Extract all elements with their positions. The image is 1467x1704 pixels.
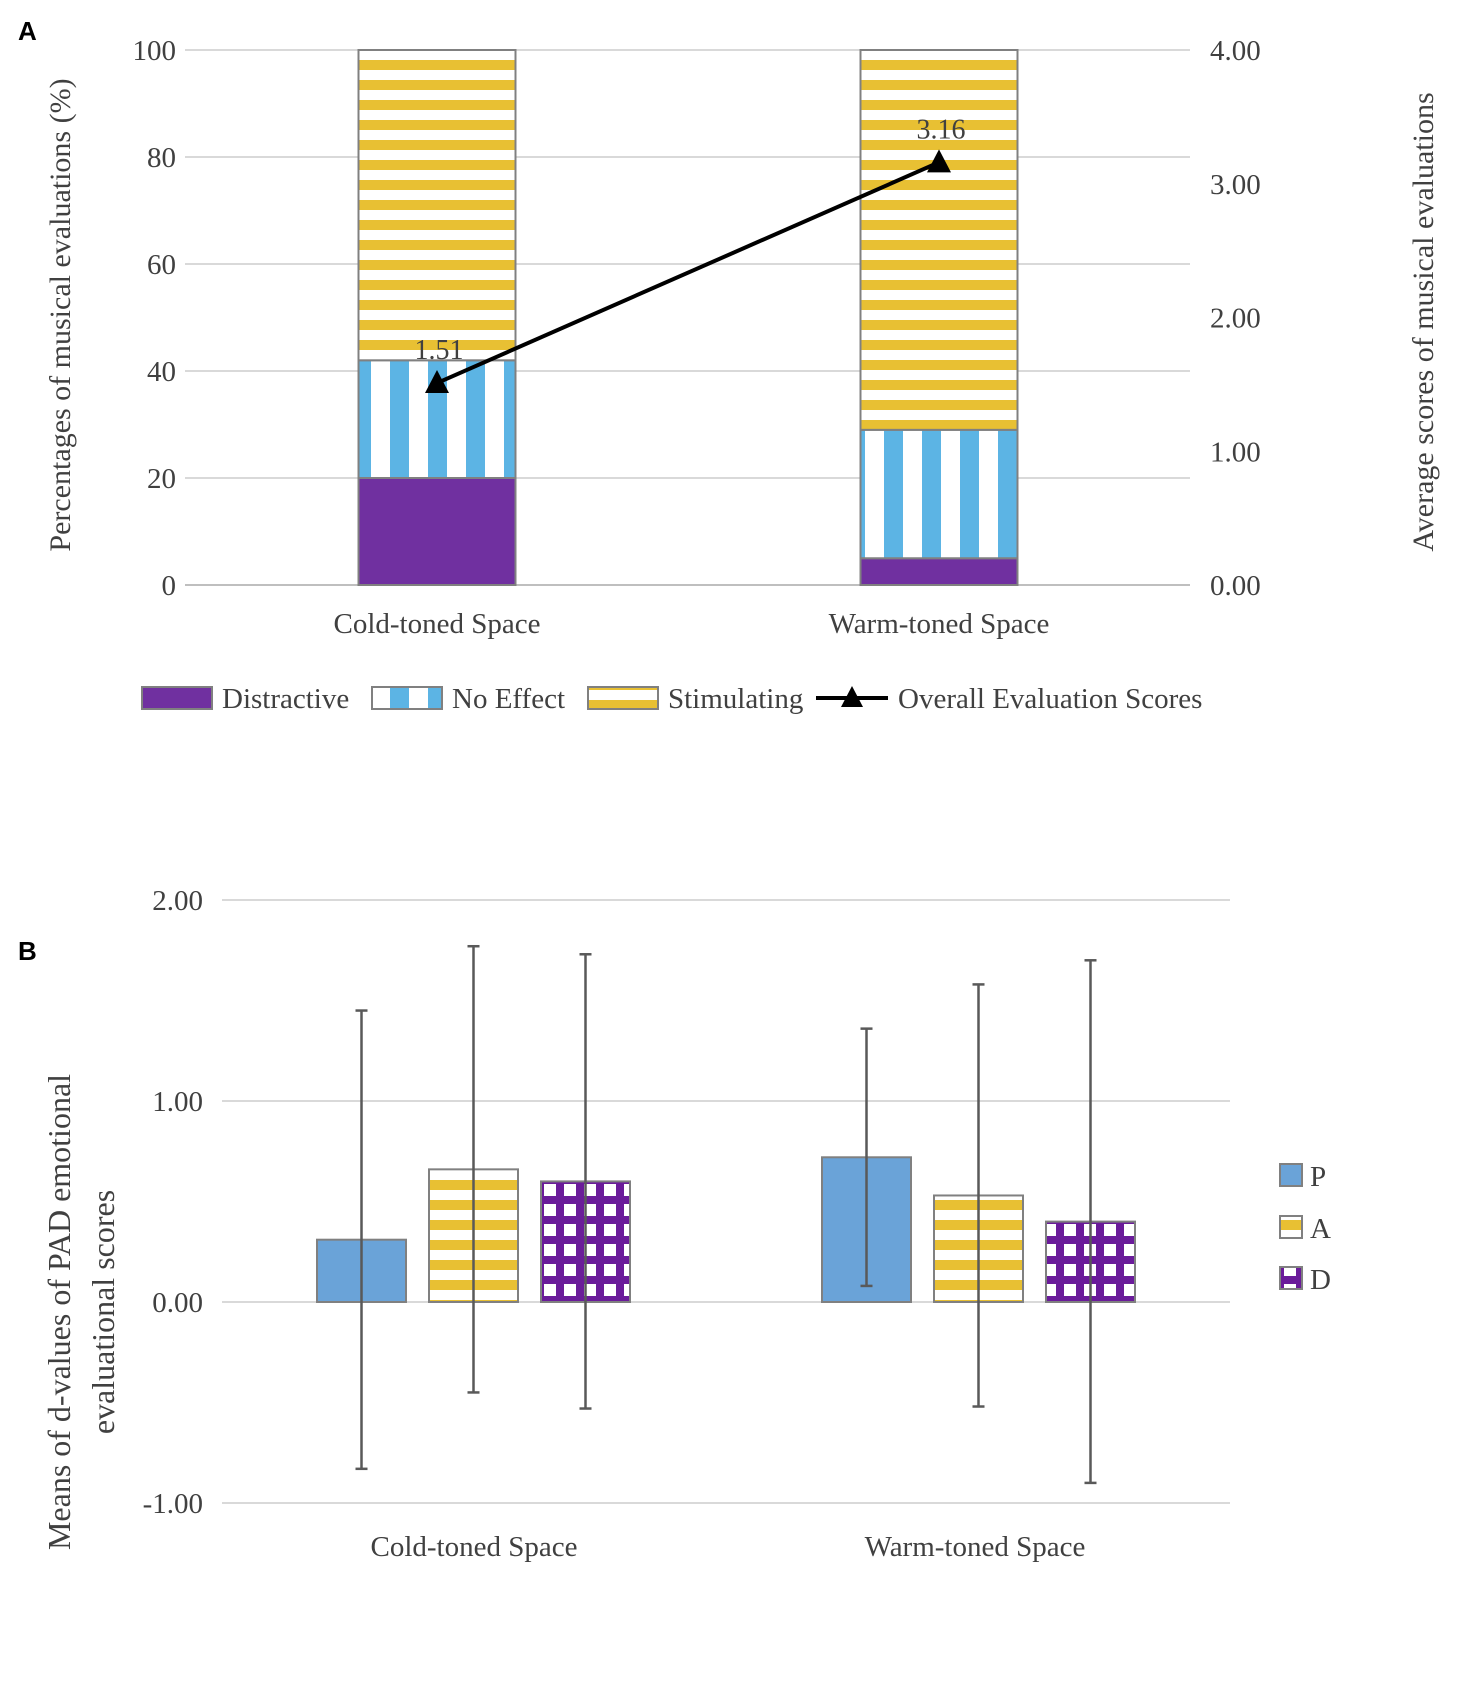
panel-b-x-ticks: Cold-toned Space Warm-toned Space: [371, 1531, 1086, 1563]
legend-label: A: [1310, 1213, 1331, 1245]
panel-b-y-ticks: -1.00 0.00 1.00 2.00: [143, 885, 203, 1520]
panel-b-grid: [222, 899, 1230, 1504]
y2-tick-label: 2.00: [1210, 303, 1261, 335]
legend-swatch-triangle: [841, 686, 863, 707]
panel-b-legend: PAD: [1279, 1161, 1331, 1296]
y2-tick-label: 1.00: [1210, 436, 1261, 468]
legend-swatch-distractive: [141, 686, 213, 710]
score-data-label: 3.16: [917, 114, 966, 145]
panel-b: B -1.00 0.00 1.00 2.00 Cold-toned Space Warm…: [18, 885, 1331, 1563]
bar-stimulating: [859, 49, 1019, 431]
score-line: [436, 160, 940, 385]
panel-b-y-axis-label-line-2: evaluational scores: [85, 1190, 121, 1434]
panel-a-letter: A: [18, 16, 37, 46]
x-category-label: Warm-toned Space: [829, 608, 1050, 640]
x-category-label: Cold-toned Space: [334, 608, 541, 640]
legend-label: Distractive: [222, 683, 349, 715]
bar-distractive: [357, 477, 517, 586]
y-tick-label: 80: [147, 142, 176, 174]
panel-a-right-ticks: 0.00 1.00 2.00 3.00 4.00: [1210, 35, 1261, 602]
panel-b-bars: [316, 1156, 1136, 1304]
panel-a-left-ticks: 0 20 40 60 80 100: [133, 35, 177, 602]
panel-a-grid: [185, 49, 1190, 586]
panel-a-score-line: 1.51 3.16: [415, 114, 966, 394]
x-category-label: Cold-toned Space: [371, 1531, 578, 1563]
panel-a-bars: [357, 49, 1019, 586]
bar-no-effect: [859, 428, 1019, 560]
legend-swatch-a: [1279, 1215, 1303, 1239]
panel-b-error-bars: [355, 944, 1097, 1485]
legend-label: No Effect: [452, 683, 565, 715]
legend-label: P: [1310, 1161, 1326, 1193]
panel-a-x-ticks: Cold-toned Space Warm-toned Space: [334, 608, 1050, 640]
score-marker-triangle: [927, 149, 951, 173]
y-tick-label: 100: [133, 35, 177, 67]
y-tick-label: 0.00: [152, 1287, 203, 1319]
panel-a-legend: Distractive No Effect Stimulating Overall E…: [141, 683, 1202, 715]
y-tick-label: 60: [147, 249, 176, 281]
y-tick-label: 2.00: [152, 885, 203, 917]
y2-tick-label: 3.00: [1210, 169, 1261, 201]
x-category-label: Warm-toned Space: [865, 1531, 1086, 1563]
panel-a-y2-axis-label: Average scores of musical evaluations: [1407, 92, 1440, 551]
y-tick-label: -1.00: [143, 1488, 203, 1520]
score-marker-triangle: [425, 370, 449, 394]
legend-swatch-p: [1279, 1163, 1303, 1187]
y-tick-label: 0: [162, 570, 177, 602]
y2-tick-label: 0.00: [1210, 570, 1261, 602]
legend-label: Stimulating: [668, 683, 803, 715]
bar-stimulating: [357, 49, 517, 362]
legend-swatch-stimulating: [587, 686, 659, 710]
y-tick-label: 20: [147, 463, 176, 495]
y2-tick-label: 4.00: [1210, 35, 1261, 67]
y-tick-label: 1.00: [152, 1086, 203, 1118]
panel-a: A 0 20 40 60 80 100 0.00 1.00 2.00 3.00 4.00 1.51…: [18, 16, 1440, 715]
y-tick-label: 40: [147, 356, 176, 388]
score-data-label: 1.51: [415, 335, 464, 366]
bar-distractive: [859, 557, 1019, 586]
legend-label: Overall Evaluation Scores: [898, 683, 1202, 715]
legend-label: D: [1310, 1264, 1331, 1296]
legend-swatch-d: [1279, 1266, 1303, 1290]
panel-b-y-axis-label-line-1: Means of d-values of PAD emotional: [41, 1074, 77, 1550]
legend-swatch-no-effect: [371, 686, 443, 710]
panel-b-letter: B: [18, 936, 37, 966]
panel-a-y-axis-label: Percentages of musical evaluations (%): [44, 78, 77, 551]
